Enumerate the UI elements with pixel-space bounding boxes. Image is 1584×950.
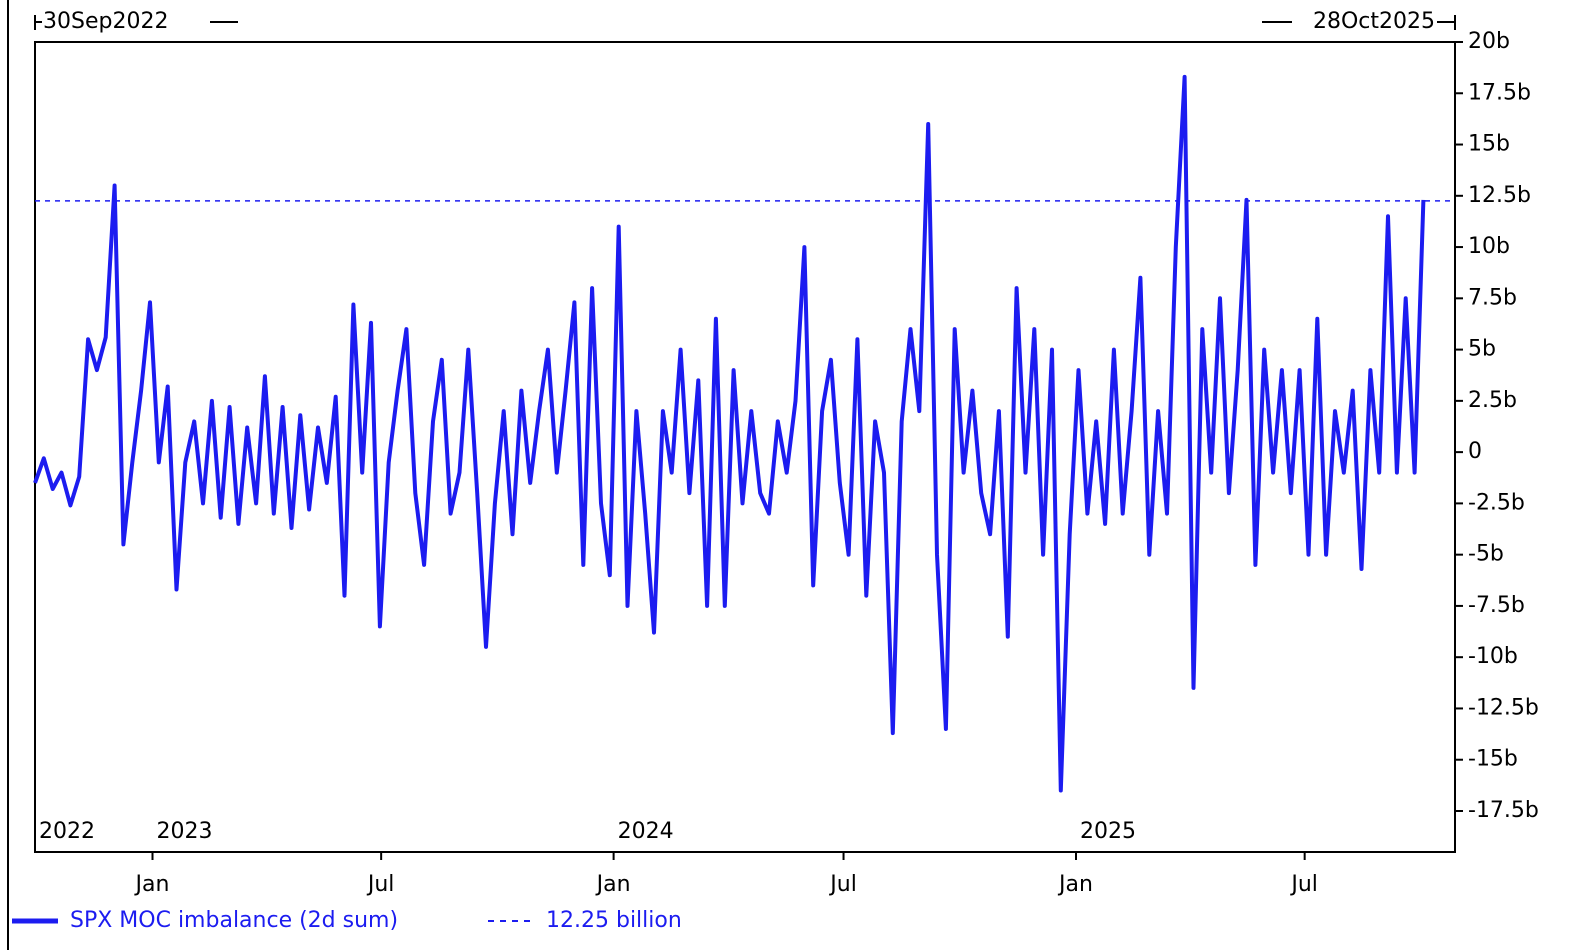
series-line [33,74,1426,793]
legend-label: 12.25 billion [546,908,682,933]
y-tick-label: -7.5b [1468,593,1525,618]
y-tick-label: 10b [1468,234,1510,259]
year-label: 2023 [156,819,212,844]
year-label: 2022 [39,819,95,844]
y-tick-label: 15b [1468,132,1510,157]
y-tick-label: 7.5b [1468,285,1517,310]
x-tick-label: Jan [595,872,631,897]
x-tick-label: Jul [1289,872,1318,897]
year-label: 2024 [618,819,674,844]
x-tick-label: Jul [828,872,857,897]
y-tick-label: 12.5b [1468,183,1531,208]
year-label: 2025 [1080,819,1136,844]
y-tick-label: -2.5b [1468,490,1525,515]
start-date: 30Sep2022 [43,9,168,34]
legend-label: SPX MOC imbalance (2d sum) [70,908,398,933]
y-tick-label: 20b [1468,29,1510,54]
end-date: 28Oct2025 [1313,9,1435,34]
y-tick-label: -5b [1468,542,1504,567]
y-tick-label: 0 [1468,439,1482,464]
y-tick-label: 17.5b [1468,80,1531,105]
y-tick-label: -17.5b [1468,798,1539,823]
y-tick-label: -15b [1468,747,1518,772]
plot-frame [34,41,1456,853]
y-tick-label: -12.5b [1468,695,1539,720]
x-tick-label: Jan [134,872,170,897]
y-tick-label: 5b [1468,337,1496,362]
x-tick-label: Jan [1057,872,1093,897]
x-tick-label: Jul [366,872,395,897]
y-tick-label: -10b [1468,644,1518,669]
y-tick-label: 2.5b [1468,388,1517,413]
